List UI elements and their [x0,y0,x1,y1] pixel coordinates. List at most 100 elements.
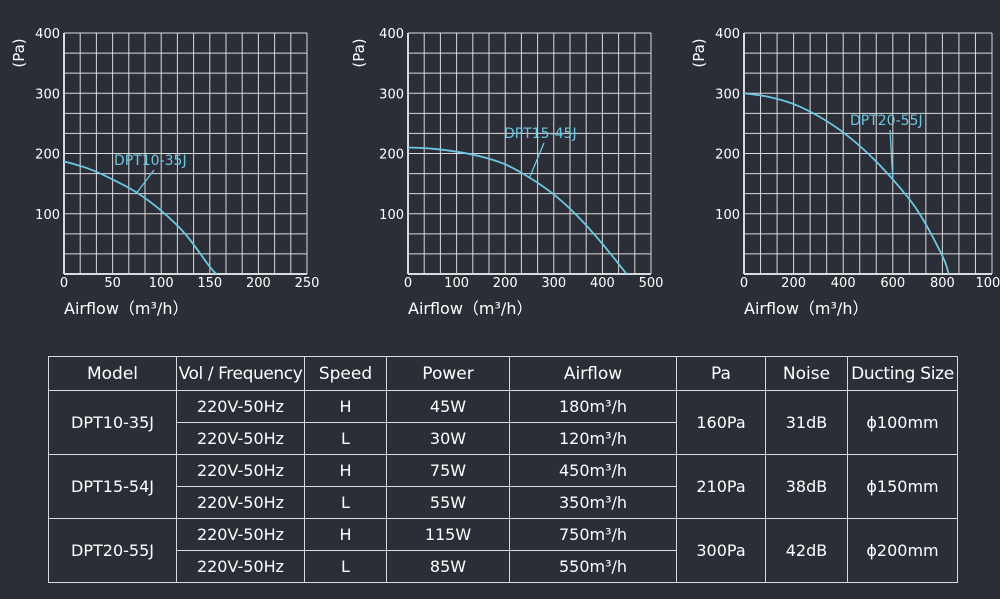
x-tick-label: 400 [590,276,615,291]
y-tick-label: 300 [379,87,404,102]
x-tick-label: 0 [60,276,68,291]
power-cell: 45W [386,390,510,423]
duct-cell: ϕ200mm [847,518,958,583]
x-tick-label: 200 [246,276,271,291]
x-axis-title: Airflow（m³/h） [64,299,188,318]
y-tick-label: 300 [35,87,60,102]
series-line-dpt15-45j [407,146,628,275]
x-tick-label: 150 [197,276,222,291]
x-tick-label: 250 [295,276,320,291]
charts-area: 0 50 100 150 200 250 100 200 300 400 Airflow（m³/h）… [10,27,1000,318]
noise-cell: 31dB [765,390,848,455]
x-tick-label: 400 [831,276,856,291]
header-speed: Speed [304,356,387,391]
series-leader-line [528,142,545,178]
noise-cell: 38dB [765,454,848,519]
series-leader-line [136,169,155,194]
y-axis-title: (Pa) [350,38,368,67]
x-tick-label: 0 [404,276,412,291]
y-tick-label: 400 [715,27,740,42]
x-axis-title: Airflow（m³/h） [408,299,532,318]
series-line-dpt20-55j [743,92,950,275]
airflow-cell: 550m³/h [509,550,677,583]
vol-cell: 220V-50Hz [176,422,305,455]
header-ducting-size: Ducting Size [847,356,958,391]
table-row: 220V-50Hz L 30W 120m³/h [49,422,958,455]
series-leader-line [889,129,894,180]
chart-dpt20-55j: 0 200 400 600 800 1000 100 200 300 400 Airflow（m³/… [690,27,1000,318]
duct-cell: ϕ100mm [847,390,958,455]
x-tick-label: 500 [639,276,664,291]
duct-cell: ϕ150mm [847,454,958,519]
chart-dpt15-45j: 0 100 200 300 400 500 100 200 300 400 Airflow（m³/h… [350,27,664,318]
header-model: Model [48,356,177,391]
power-cell: 85W [386,550,510,583]
y-tick-label: 100 [715,208,740,223]
speed-cell: L [304,486,387,519]
airflow-cell: 350m³/h [509,486,677,519]
power-cell: 115W [386,518,510,551]
power-cell: 55W [386,486,510,519]
airflow-cell: 180m³/h [509,390,677,423]
x-tick-label: 0 [740,276,748,291]
power-cell: 75W [386,454,510,487]
header-noise: Noise [765,356,848,391]
speed-cell: H [304,518,387,551]
table-row: 220V-50Hz L 55W 350m³/h [49,486,958,519]
pa-cell: 210Pa [676,454,766,519]
model-cell: DPT20-55J [48,518,177,583]
chart-dpt10-35j: 0 50 100 150 200 250 100 200 300 400 Airflow（m³/h）… [10,27,320,318]
speed-cell: L [304,550,387,583]
series-label: DPT15-45J [504,126,577,142]
y-tick-label: 200 [715,148,740,163]
pa-cell: 160Pa [676,390,766,455]
header-vol-frequency: Vol / Frequency [176,356,305,391]
vol-cell: 220V-50Hz [176,518,305,551]
y-axis-title: (Pa) [690,38,708,67]
vol-cell: 220V-50Hz [176,454,305,487]
series-label: DPT20-55J [850,113,923,129]
y-tick-label: 200 [35,148,60,163]
airflow-cell: 120m³/h [509,422,677,455]
header-pa: Pa [676,356,766,391]
x-tick-label: 1000 [975,276,1000,291]
x-tick-label: 100 [149,276,174,291]
y-tick-label: 200 [379,148,404,163]
spec-table: Model Vol / Frequency Speed Power Airflo… [48,356,958,583]
series-line-dpt10-35j [63,160,218,275]
x-tick-label: 800 [930,276,955,291]
header-airflow: Airflow [509,356,677,391]
x-axis-title: Airflow（m³/h） [744,299,868,318]
table-header-row: Model Vol / Frequency Speed Power Airflo… [48,356,958,391]
x-tick-label: 600 [880,276,905,291]
pa-cell: 300Pa [676,518,766,583]
vol-cell: 220V-50Hz [176,390,305,423]
power-cell: 30W [386,422,510,455]
table-row: DPT10-35J 220V-50Hz H 45W 180m³/h 160Pa … [48,390,958,455]
table-row: DPT15-54J 220V-50Hz H 75W 450m³/h 210Pa … [48,454,958,519]
x-tick-label: 200 [781,276,806,291]
table-row: 220V-50Hz L 85W 550m³/h [49,550,958,583]
table-row: DPT20-55J 220V-50Hz H 115W 750m³/h 300Pa… [48,518,958,583]
noise-cell: 42dB [765,518,848,583]
header-power: Power [386,356,510,391]
y-tick-label: 300 [715,87,740,102]
model-cell: DPT15-54J [48,454,177,519]
speed-cell: H [304,454,387,487]
y-tick-label: 400 [379,27,404,42]
y-tick-label: 100 [35,208,60,223]
series-label: DPT10-35J [114,153,187,169]
y-tick-label: 100 [379,208,404,223]
vol-cell: 220V-50Hz [176,486,305,519]
x-tick-label: 300 [541,276,566,291]
speed-cell: L [304,422,387,455]
model-cell: DPT10-35J [48,390,177,455]
x-tick-label: 200 [493,276,518,291]
airflow-cell: 750m³/h [509,518,677,551]
y-tick-label: 400 [35,27,60,42]
x-tick-label: 100 [444,276,469,291]
airflow-cell: 450m³/h [509,454,677,487]
y-axis-title: (Pa) [10,38,28,67]
x-tick-label: 50 [104,276,121,291]
speed-cell: H [304,390,387,423]
